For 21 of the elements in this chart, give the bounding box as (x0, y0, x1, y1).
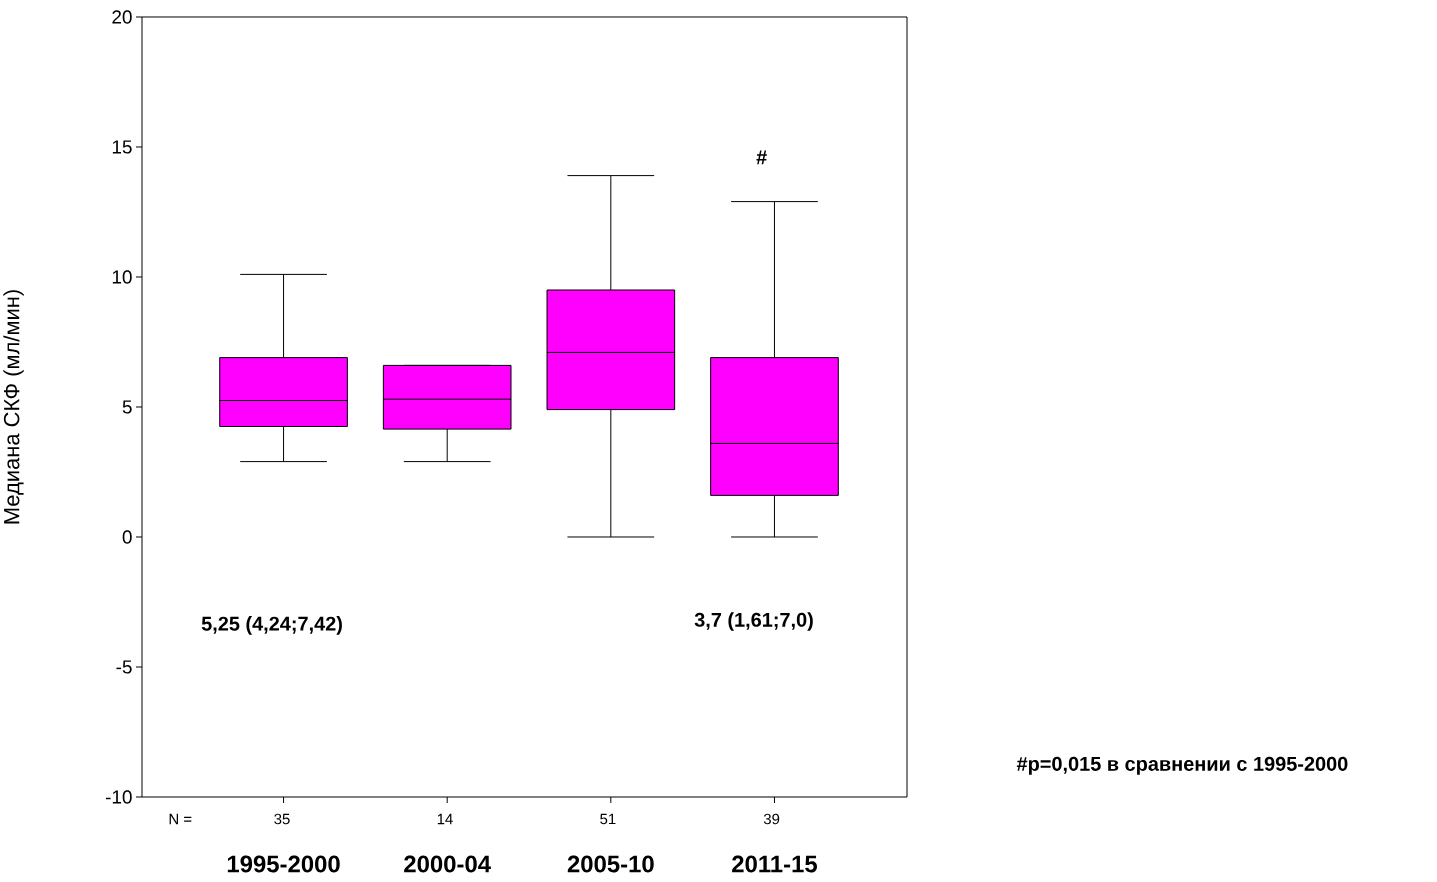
y-tick-label: 20 (112, 10, 132, 24)
text: 35 (274, 813, 290, 825)
y-axis-title: Медиана СКФ (мл/мин) (3, 290, 24, 524)
x-tick-label: 1995-2000 (227, 855, 340, 873)
annotation: 5,25 (4,24;7,42) (201, 616, 342, 635)
annotation: 3,7 (1,61;7,0) (694, 612, 813, 631)
y-tick-label: 15 (112, 140, 132, 154)
x-tick-label: 2005-10 (567, 855, 654, 873)
y-tick-label: 5 (122, 400, 132, 414)
y-tick-label: -10 (105, 790, 132, 804)
text: #p=0,015 в сравнении с 1995-2000 (1016, 756, 1348, 775)
annotation: # (756, 150, 767, 165)
x-tick-label: 2011-15 (732, 855, 817, 873)
y-tick-label: 10 (112, 270, 132, 284)
y-tick-label: -5 (116, 660, 132, 674)
text: 39 (763, 813, 780, 825)
y-tick-label: 0 (122, 530, 132, 544)
text: 51 (600, 813, 616, 825)
text: 14 (437, 813, 453, 825)
text: N = (169, 813, 192, 825)
x-tick-label: 2000-04 (404, 855, 491, 873)
